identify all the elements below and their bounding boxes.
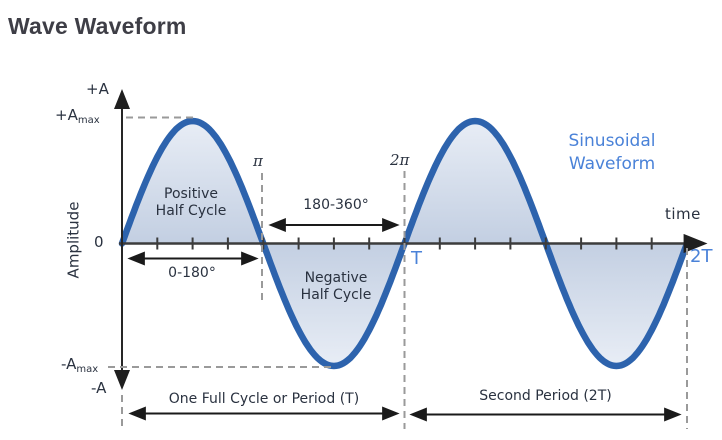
positive-half-line1: Positive <box>164 186 218 202</box>
first-period-label: One Full Cycle or Period (T) <box>168 391 360 407</box>
range-180-360-label: 180-360° <box>303 197 369 213</box>
negative-half-cycle-label: Negative Half Cycle <box>285 270 387 304</box>
positive-half-line2: Half Cycle <box>155 203 227 219</box>
positive-half-cycle-label: Positive Half Cycle <box>140 186 242 220</box>
wave-name: Sinusoidal Waveform <box>552 130 672 176</box>
x-label-2t: 2T <box>690 246 713 267</box>
y-axis-title: Amplitude <box>64 201 83 279</box>
page-title: Wave Waveform <box>8 13 187 39</box>
wave-name-line2: Waveform <box>568 154 656 174</box>
y-label-plus-amax-main: +A <box>55 106 78 124</box>
y-label-minus-amax: -Amax <box>61 356 98 378</box>
y-label-zero: 0 <box>94 233 104 251</box>
y-label-plus-a: +A <box>86 80 109 98</box>
y-label-plus-amax-sub: max <box>77 115 100 126</box>
range-0-180-label: 0-180° <box>168 265 216 281</box>
wave-name-line1: Sinusoidal <box>568 131 656 151</box>
x-label-pi: π <box>253 152 263 170</box>
second-period-label: Second Period (2T) <box>479 388 612 404</box>
y-label-minus-a: -A <box>91 379 107 397</box>
x-label-t: T <box>411 248 422 269</box>
negative-half-line2: Half Cycle <box>300 287 372 303</box>
x-axis-title: time <box>665 205 701 223</box>
x-label-2pi: 2π <box>390 151 410 169</box>
negative-half-line1: Negative <box>304 270 368 286</box>
y-label-minus-amax-main: -A <box>61 355 77 373</box>
y-label-minus-amax-sub: max <box>76 364 99 375</box>
y-label-plus-amax: +Amax <box>55 107 100 129</box>
